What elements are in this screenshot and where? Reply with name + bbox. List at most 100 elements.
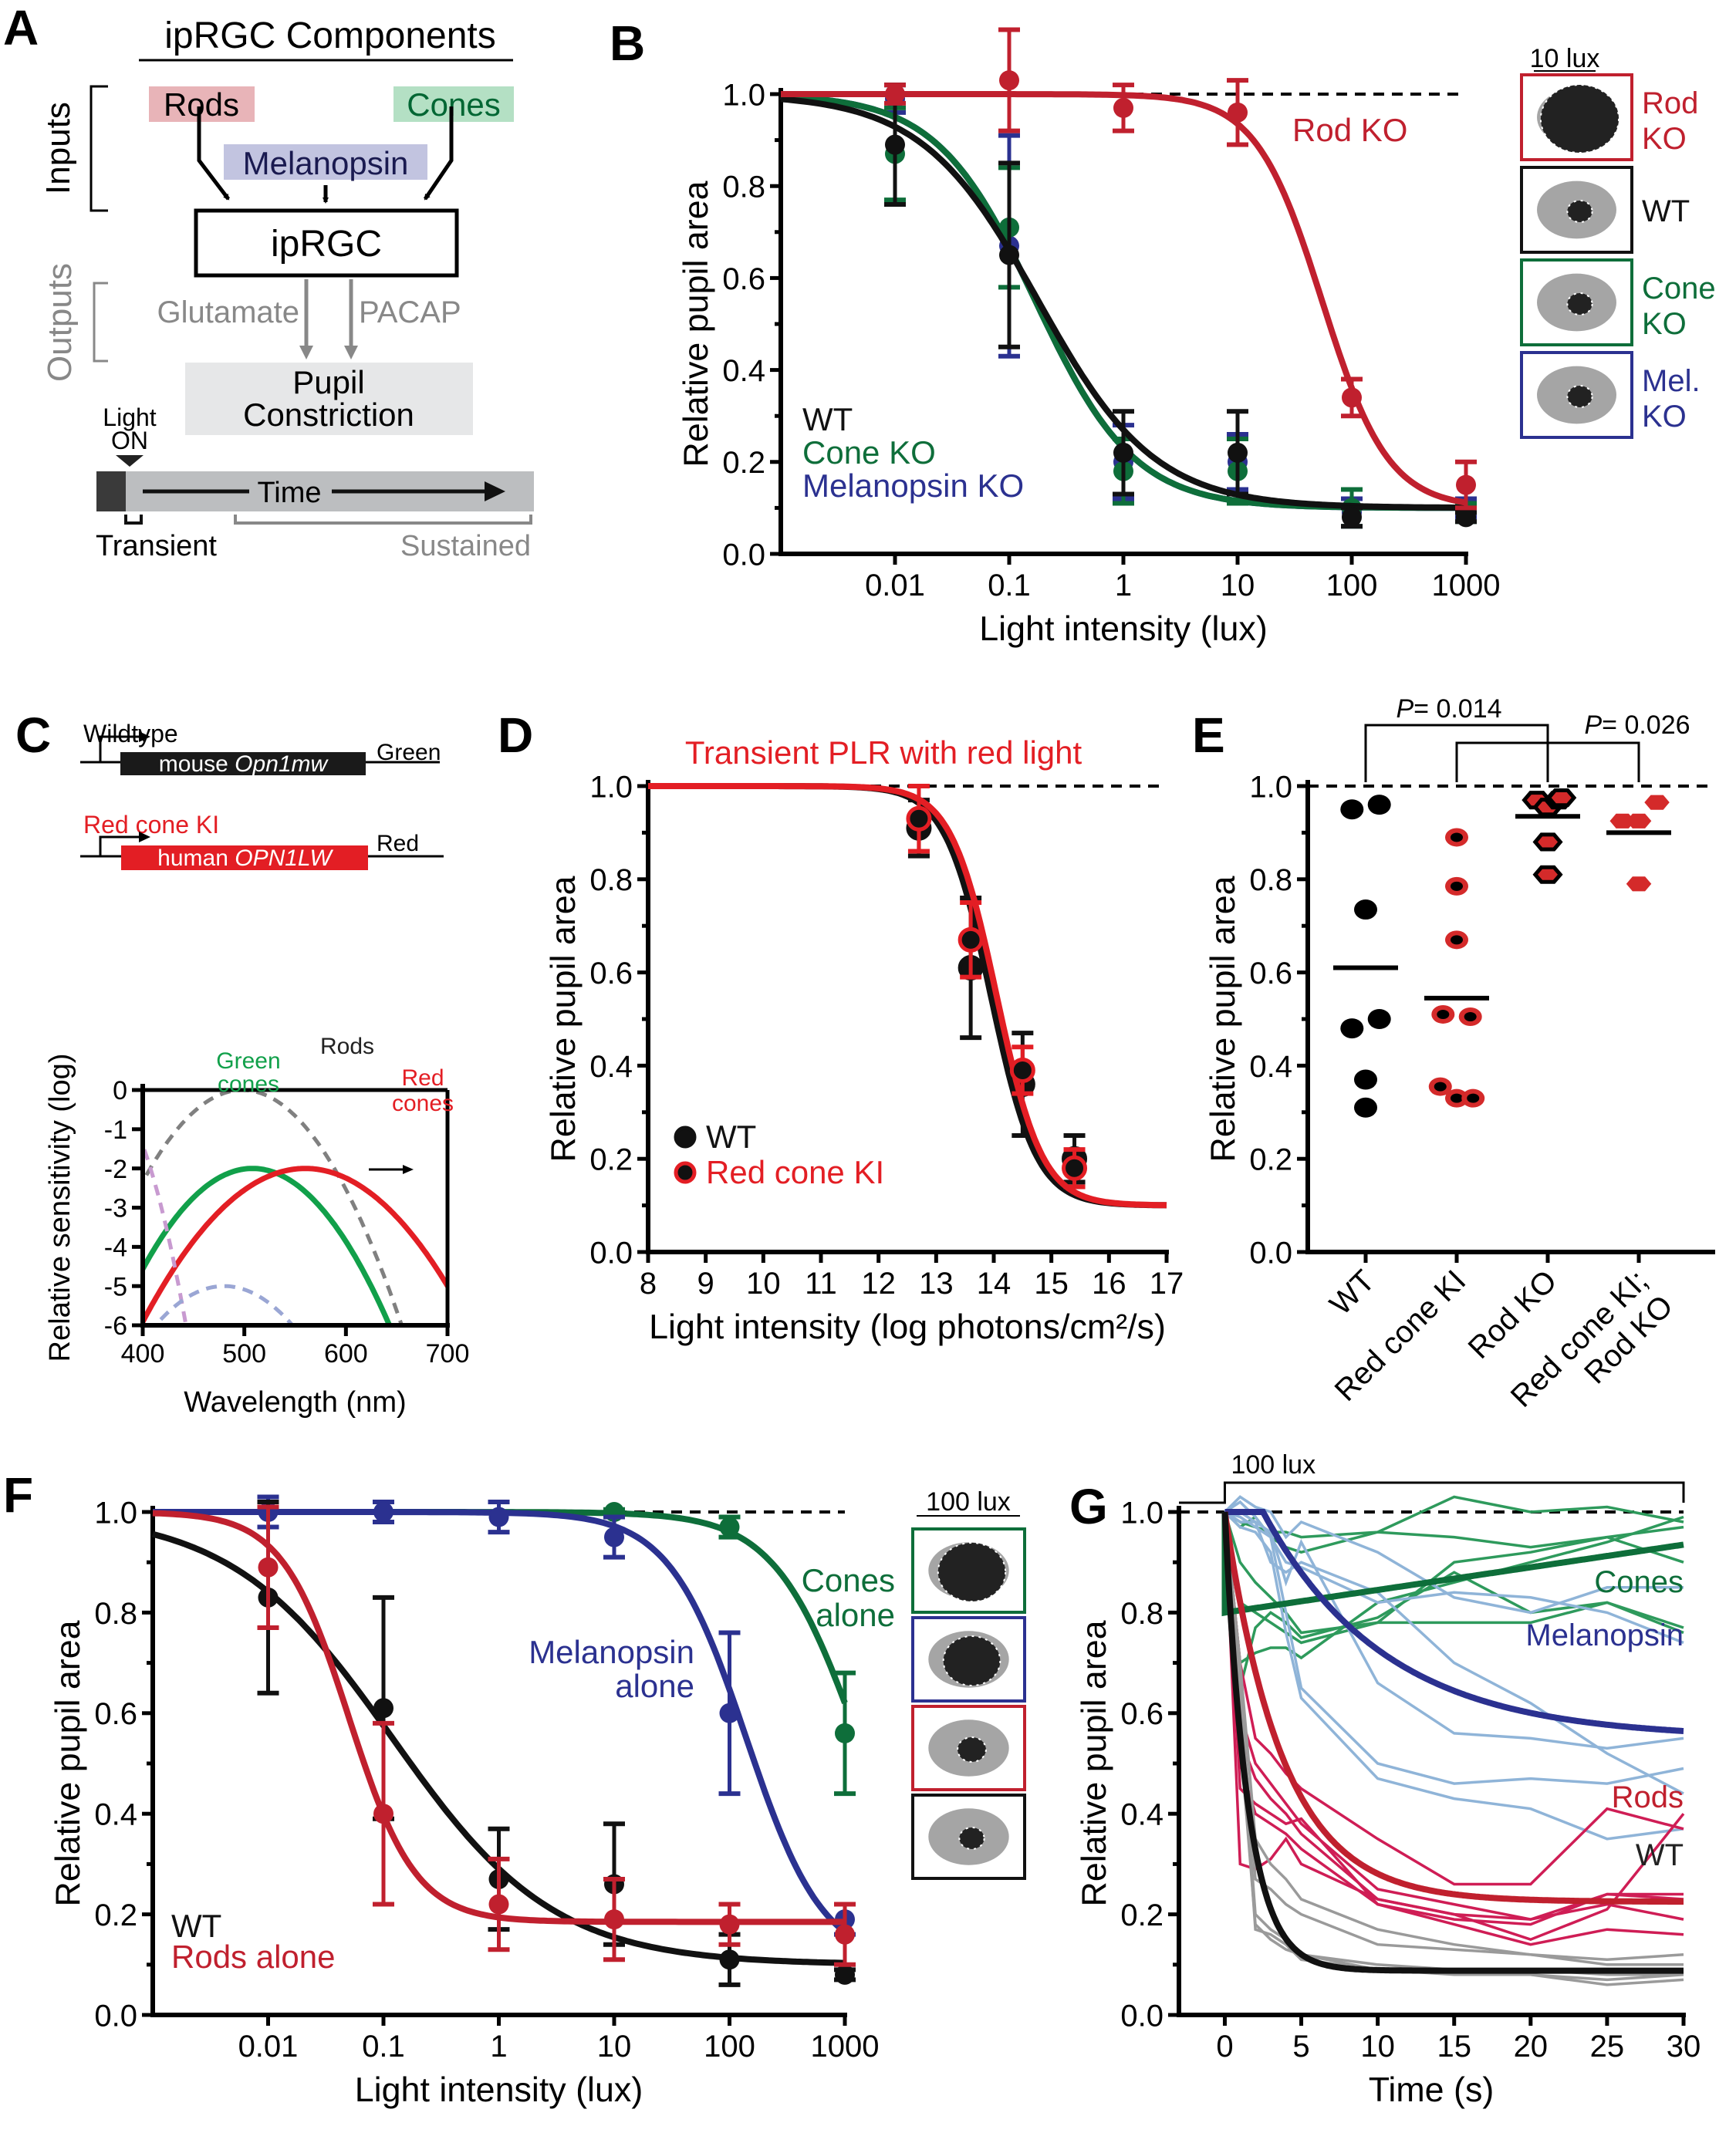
x-tick-label: 10 (1221, 569, 1255, 602)
curves (143, 1088, 448, 1325)
series-rod-ko (781, 27, 1477, 511)
image-label-2: KO (1642, 307, 1687, 341)
mean-fit-cones (1221, 1511, 1684, 1617)
melanopsin-box (224, 144, 427, 180)
data-point (999, 70, 1019, 91)
data-point (373, 1502, 393, 1522)
y-axis-label: Relative pupil area (1204, 876, 1242, 1162)
data-point (1354, 1069, 1377, 1090)
annotation-green-2: cones (218, 1072, 279, 1097)
image-label: Cone (1642, 272, 1716, 305)
annotation-cones: Cones (1594, 1565, 1684, 1599)
data-point (719, 1949, 740, 1970)
annotation-red: Red (401, 1065, 444, 1091)
y-tick-label: 1.0 (94, 1496, 137, 1530)
wildtype-gene-box (120, 752, 366, 775)
transient-bracket (124, 515, 143, 525)
x-tick-label-line: WT (1323, 1264, 1381, 1321)
data-point (1434, 1082, 1447, 1092)
x-tick-label: 17 (1150, 1267, 1184, 1301)
annotation-cones-alone-2: alone (816, 1597, 895, 1633)
y-tick-label: 0.4 (1249, 1050, 1292, 1084)
trace-line (1223, 1511, 1684, 1946)
cones-label: Cones (407, 86, 500, 123)
group-wt (1333, 795, 1398, 1118)
chart-f: 0.0 0.2 0.4 0.6 0.8 1.0 0.01 0.1 1 10 100 1000 Light… (49, 1494, 895, 2109)
pupil-shape (1566, 200, 1593, 223)
pupil-image (911, 1705, 1026, 1791)
y-tick-label: 0.6 (722, 262, 765, 296)
annotation-red-2: cones (392, 1091, 454, 1116)
data-point (1532, 832, 1563, 852)
data-point (1340, 1018, 1364, 1039)
p-symbol: P (1584, 710, 1602, 740)
series-wt (780, 83, 1477, 529)
data-point (1451, 1093, 1463, 1103)
panel-letter-d: D (498, 707, 533, 763)
annotation-cones-alone: Cones (802, 1562, 895, 1598)
data-point (1342, 387, 1362, 408)
y-tick-label: 0.4 (94, 1798, 137, 1832)
panel-letter-c: C (15, 707, 51, 763)
data-point (835, 1964, 855, 1985)
y-axis-label: Relative pupil area (677, 181, 715, 467)
y-tick-label: 0.6 (1120, 1697, 1164, 1731)
transient-label: Transient (96, 530, 217, 562)
x-tick-label: 20 (1514, 2030, 1549, 2064)
x-axis-label: Time (s) (1369, 2070, 1495, 2109)
panel-a-title: ipRGC Components (164, 15, 496, 56)
x-tick-label: 9 (697, 1267, 714, 1301)
pupil-image (1520, 73, 1633, 161)
data-point (1228, 102, 1248, 123)
panel-letter-a: A (3, 0, 39, 56)
x-tick-label: 15 (1437, 2030, 1471, 2064)
data-point (1451, 935, 1463, 945)
y-tick-label: -1 (104, 1115, 127, 1145)
x-tick-label: 400 (121, 1339, 165, 1368)
data-point (373, 1698, 393, 1719)
data-point (1228, 442, 1248, 463)
x-tick-label: 14 (977, 1267, 1012, 1301)
stimulus-label: 100 lux (1231, 1450, 1316, 1480)
ki-gene-prefix: human (157, 845, 235, 871)
annotation-rod-ko: Rod KO (1292, 112, 1407, 148)
melanopsin-label: Melanopsin (243, 145, 409, 181)
p-value: = 0.026 (1602, 710, 1690, 740)
y-axis-label: Relative sensitivity (log) (44, 1054, 76, 1362)
sustained-bracket (234, 515, 532, 525)
trace-line (1224, 1510, 1684, 1841)
x-tick-label: 1 (1115, 569, 1132, 602)
sustained-label: Sustained (400, 530, 531, 562)
data-point (999, 245, 1019, 265)
ki-promoter-arrow (99, 835, 143, 856)
data-point (958, 926, 984, 953)
wildtype-label: Wildtype (83, 720, 178, 748)
wildtype-promoter-arrowhead (139, 731, 150, 742)
x-tick-label: 11 (805, 1267, 837, 1301)
group-red-cone-ki (1424, 828, 1489, 1108)
panel-letter-f: F (3, 1467, 33, 1523)
data-point (373, 1804, 393, 1824)
legend-marker (674, 1161, 697, 1184)
y-tick-label: 0.8 (1249, 863, 1292, 897)
data-point (719, 1914, 740, 1935)
wildtype-gene-label: mouse Opn1mw (159, 751, 329, 777)
image-label: Mel. (1642, 364, 1701, 398)
legend-entry: Rods alone (171, 1939, 335, 1975)
ki-label: Red cone KI (83, 811, 219, 839)
mean-fit-melanopsin (1224, 1509, 1684, 1734)
y-tick-label: -6 (104, 1311, 127, 1341)
panel-letter-b: B (610, 15, 645, 71)
y-axis-label: Relative pupil area (49, 1620, 87, 1906)
y-tick-label: -2 (104, 1155, 127, 1184)
pupil-shape (1566, 385, 1593, 408)
pupil-shape (1539, 84, 1620, 154)
data-point (1113, 442, 1133, 463)
data-point (719, 1517, 740, 1537)
time-label: Time (257, 477, 321, 509)
panel-letter-g: G (1069, 1479, 1108, 1534)
pacap-arrowhead (344, 346, 358, 359)
y-tick-label: 0.2 (1120, 1898, 1164, 1932)
